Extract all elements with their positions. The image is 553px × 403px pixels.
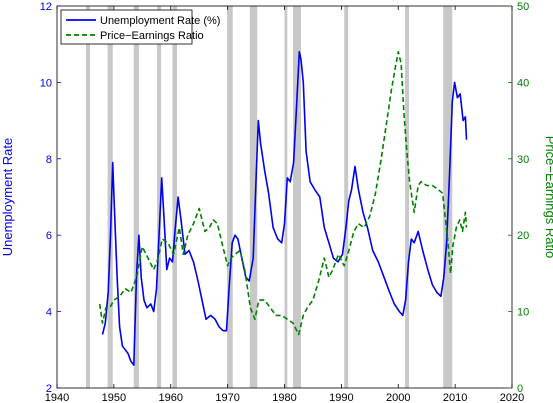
- series-line-unemployment: [101, 50, 468, 366]
- legend-label-unemployment: Unemployment Rate (%): [100, 15, 220, 27]
- series-line-pe-ratio: [98, 50, 468, 336]
- right-y-tick-label: 10: [517, 307, 529, 319]
- left-y-tick-label: 10: [40, 77, 52, 89]
- x-tick-label: 2000: [386, 392, 410, 403]
- right-y-axis: 0 10 20 30 40 50: [508, 1, 529, 395]
- x-tick-label: 2020: [500, 392, 524, 403]
- legend: Unemployment Rate (%) Price−Earnings Rat…: [60, 9, 220, 45]
- recession-band: [107, 6, 113, 388]
- recession-band: [293, 6, 301, 388]
- left-y-tick-label: 2: [46, 383, 52, 395]
- left-y-tick-label: 12: [40, 1, 52, 13]
- x-tick-label: 1980: [272, 392, 296, 403]
- x-tick-label: 1960: [159, 392, 183, 403]
- left-y-tick-label: 4: [46, 307, 52, 319]
- recession-band: [227, 6, 233, 388]
- x-tick-label: 1940: [45, 392, 69, 403]
- x-tick-label: 1970: [215, 392, 239, 403]
- recession-band: [172, 6, 178, 388]
- x-tick-label: 1990: [329, 392, 353, 403]
- legend-box: [60, 9, 193, 45]
- right-y-tick-label: 30: [517, 154, 529, 166]
- right-y-tick-label: 20: [517, 230, 529, 242]
- x-axis: 1940 1950 1960 1970 1980 1990 2000 2010 2020: [45, 6, 524, 403]
- x-tick-label: 1950: [102, 392, 126, 403]
- recession-band: [344, 6, 349, 388]
- recession-band: [133, 6, 139, 388]
- recession-band: [157, 6, 162, 388]
- legend-label-pe: Price−Earnings Ratio: [100, 30, 204, 42]
- x-tick-label: 2010: [443, 392, 467, 403]
- left-y-axis-title: Unemployment Rate: [0, 138, 15, 257]
- recession-band: [443, 6, 453, 388]
- left-y-axis: 2 4 6 8 10 12: [40, 1, 61, 395]
- recession-band: [405, 6, 410, 388]
- series-lines: [98, 50, 468, 366]
- left-y-tick-label: 8: [46, 154, 52, 166]
- left-y-tick-label: 6: [46, 230, 52, 242]
- recession-band: [86, 6, 90, 388]
- right-y-tick-label: 40: [517, 77, 529, 89]
- right-y-axis-title: Price−Earnings Ratio: [543, 136, 553, 258]
- right-y-tick-label: 0: [517, 383, 523, 395]
- recession-band: [249, 6, 258, 388]
- right-y-tick-label: 50: [517, 1, 529, 13]
